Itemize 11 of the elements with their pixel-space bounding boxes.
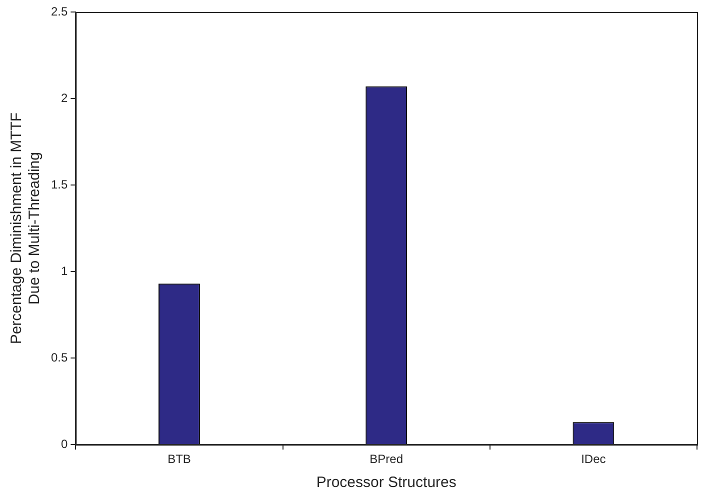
y-tick-label: 0.5 — [50, 350, 68, 364]
y-tick-label: 0 — [60, 436, 68, 451]
x-axis-title: Processor Structures — [316, 474, 456, 492]
x-tick-label: BPred — [370, 452, 404, 466]
x-tick-label: BTB — [168, 452, 191, 466]
x-tick-label: IDec — [581, 452, 606, 466]
y-tick-label: 2.5 — [50, 4, 68, 18]
y-tick-label: 2 — [60, 90, 68, 105]
y-tick-label: 1 — [60, 264, 68, 278]
y-axis-title: Percentage Diminishment in MTTF Due to Multi-Threading — [8, 112, 44, 344]
y-tick-label: 1.5 — [50, 177, 68, 192]
